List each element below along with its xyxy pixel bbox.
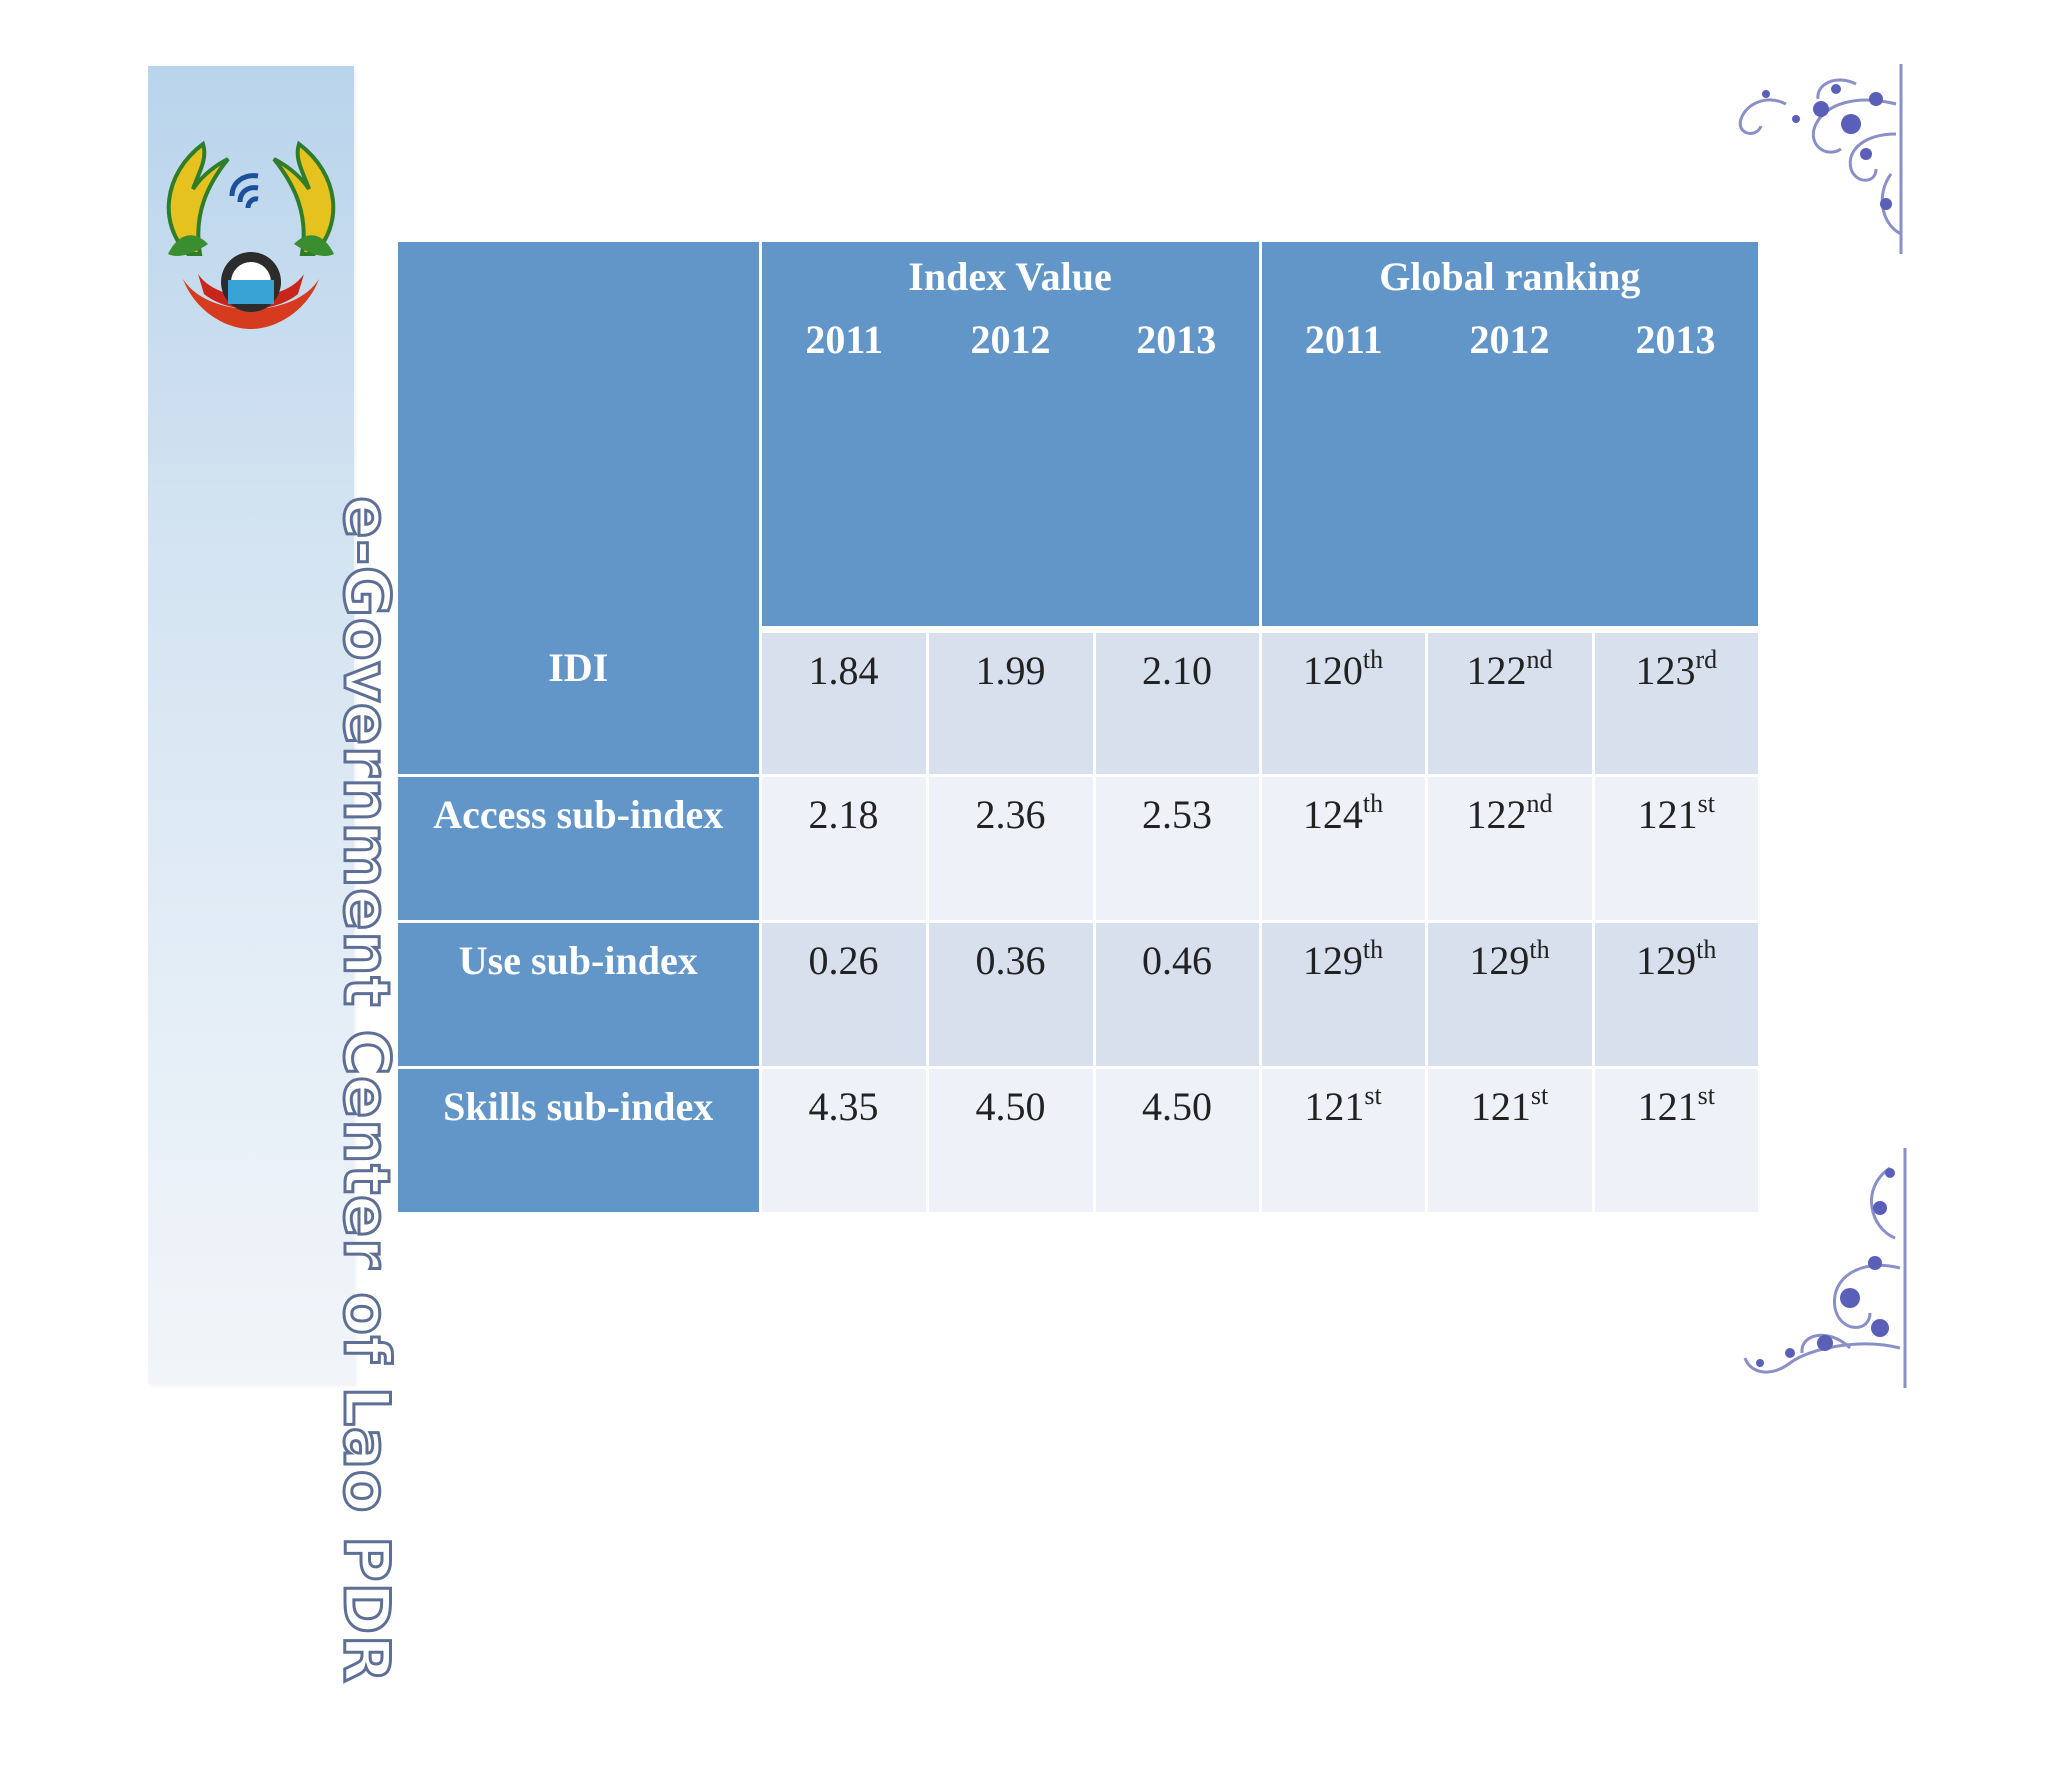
rank-cell: 124th (1258, 775, 1427, 923)
rank-number: 121 (1470, 1084, 1531, 1129)
index-value-cell: 2.53 (1092, 775, 1261, 923)
index-value-cell: 1.84 (758, 629, 927, 777)
index-value-cell: 2.10 (1092, 629, 1261, 777)
rank-suffix: st (1364, 1081, 1382, 1110)
banner-title: e-Government Center of Lao PDR (329, 495, 405, 1685)
rank-suffix: nd (1526, 645, 1553, 674)
row-label: Use sub-index (398, 921, 760, 1069)
rank-suffix: nd (1526, 789, 1553, 818)
index-value-cell: 4.50 (1092, 1067, 1261, 1215)
floral-corner-icon (1743, 1148, 1907, 1388)
header-year: 2011 (1258, 312, 1427, 633)
index-value-cell: 0.46 (1092, 921, 1261, 1069)
rank-cell: 121st (1424, 1067, 1594, 1215)
rank-suffix: th (1362, 935, 1384, 964)
rank-number: 129 (1469, 938, 1530, 983)
rank-suffix: th (1696, 935, 1717, 964)
rank-number: 122 (1466, 792, 1527, 837)
table-row: Skills sub-index 4.35 4.50 4.50 121st 12… (398, 1067, 1759, 1215)
index-value-cell: 2.18 (758, 775, 927, 923)
side-banner: e-Government Center of Lao PDR (148, 66, 405, 1685)
rank-cell: 120th (1258, 629, 1427, 777)
rank-suffix: th (1529, 935, 1550, 964)
index-value-cell: 2.36 (925, 775, 1094, 923)
rank-suffix: th (1362, 789, 1384, 818)
header-year: 2012 (927, 312, 1094, 633)
index-value-cell: 0.36 (925, 921, 1094, 1069)
rank-number: 122 (1466, 648, 1527, 693)
header-global-ranking: Global ranking (1258, 242, 1759, 312)
rank-cell: 121st (1591, 1067, 1759, 1215)
rank-cell: 123rd (1591, 629, 1759, 777)
index-value-cell: 0.26 (758, 921, 927, 1069)
rank-number: 129 (1636, 938, 1697, 983)
idi-ranking-table: Index Value Global ranking 2011 2012 201… (398, 242, 1759, 1215)
header-year: 2013 (1094, 312, 1261, 633)
rank-suffix: st (1697, 789, 1715, 818)
table-row: Access sub-index 2.18 2.36 2.53 124th 12… (398, 775, 1759, 923)
rank-cell: 122nd (1424, 629, 1594, 777)
rank-number: 121 (1304, 1084, 1365, 1129)
table-row: Use sub-index 0.26 0.36 0.46 129th 129th… (398, 921, 1759, 1069)
index-value-cell: 4.35 (758, 1067, 927, 1215)
row-label: IDI (398, 629, 760, 777)
rank-number: 120 (1302, 648, 1363, 693)
rank-suffix: th (1362, 645, 1384, 674)
row-label: Skills sub-index (398, 1067, 760, 1215)
rank-cell: 129th (1424, 921, 1594, 1069)
header-year: 2012 (1426, 312, 1594, 633)
rank-cell: 121st (1591, 775, 1759, 923)
rank-number: 123 (1635, 648, 1696, 693)
header-year: 2011 (758, 312, 927, 633)
index-value-cell: 1.99 (925, 629, 1094, 777)
floral-corner-icon (1738, 64, 1903, 254)
rank-number: 124 (1302, 792, 1363, 837)
rank-number: 129 (1302, 938, 1363, 983)
table-row: IDI 1.84 1.99 2.10 120th 122nd 123rd (398, 629, 1759, 777)
rank-number: 121 (1637, 792, 1698, 837)
header-year: 2013 (1593, 312, 1759, 633)
row-label: Access sub-index (398, 775, 760, 923)
header-empty-cell (398, 242, 760, 630)
rank-cell: 129th (1591, 921, 1759, 1069)
header-index-value: Index Value (758, 242, 1261, 312)
rank-number: 121 (1637, 1084, 1698, 1129)
rank-suffix: rd (1695, 645, 1718, 674)
rank-cell: 122nd (1424, 775, 1594, 923)
rank-cell: 129th (1258, 921, 1427, 1069)
rank-suffix: st (1530, 1081, 1549, 1110)
rank-suffix: st (1697, 1081, 1715, 1110)
lao-pdr-emblem-icon (166, 140, 336, 329)
rank-cell: 121st (1258, 1067, 1427, 1215)
index-value-cell: 4.50 (925, 1067, 1094, 1215)
